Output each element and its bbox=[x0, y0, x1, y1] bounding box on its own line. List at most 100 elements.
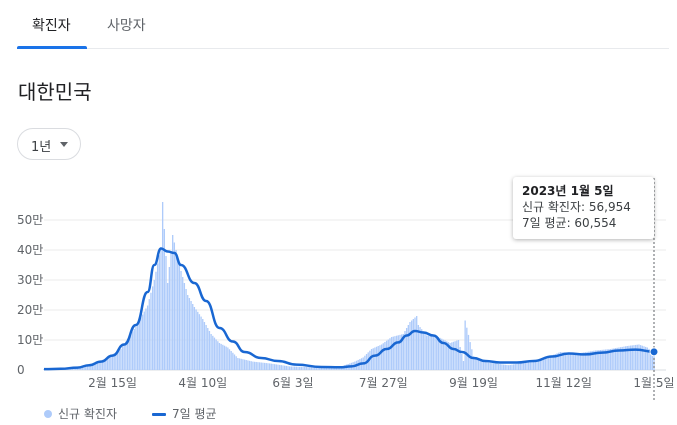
tooltip-date: 2023년 1월 5일 bbox=[522, 184, 614, 198]
cases-bar bbox=[121, 346, 124, 370]
cases-bar bbox=[91, 363, 94, 370]
cases-bar bbox=[153, 280, 155, 370]
cases-bar bbox=[235, 356, 237, 370]
cases-bar bbox=[222, 344, 224, 370]
cases-bar bbox=[531, 361, 533, 370]
cases-bar bbox=[599, 350, 602, 370]
cases-bar bbox=[613, 348, 615, 370]
cases-bar bbox=[148, 299, 150, 371]
legend-average-label: 7일 평균 bbox=[172, 407, 217, 421]
cases-bar bbox=[322, 367, 324, 370]
cases-bar bbox=[429, 335, 431, 370]
legend-new-cases-label: 신규 확진자 bbox=[58, 407, 118, 421]
tab-confirmed[interactable]: 확진자 bbox=[32, 18, 71, 34]
cases-bar bbox=[377, 346, 379, 370]
cases-bar bbox=[108, 356, 110, 370]
cases-bar bbox=[243, 359, 246, 370]
cases-bar bbox=[240, 358, 242, 370]
cases-bar bbox=[411, 320, 413, 370]
cases-bar bbox=[215, 339, 217, 370]
cases-bar bbox=[182, 277, 184, 370]
cases-bar bbox=[559, 352, 562, 370]
cases-bar bbox=[140, 317, 142, 370]
cases-bar bbox=[569, 352, 572, 370]
cases-bar bbox=[588, 351, 590, 370]
seven-day-average-line bbox=[43, 247, 655, 371]
cases-bar bbox=[165, 256, 167, 370]
cases-bar bbox=[549, 356, 552, 370]
cases-bar bbox=[294, 366, 296, 370]
cases-bar bbox=[449, 343, 451, 370]
cases-bar bbox=[496, 363, 498, 370]
cases-bar bbox=[160, 247, 162, 370]
cases-bar bbox=[614, 348, 617, 370]
x-tick-label: 9월 19일 bbox=[449, 376, 498, 390]
cases-bar bbox=[278, 364, 281, 370]
cases-bar bbox=[374, 347, 376, 370]
cases-bar bbox=[90, 364, 92, 370]
cases-bar bbox=[442, 339, 445, 370]
cases-bar bbox=[218, 343, 221, 370]
cases-bar bbox=[554, 354, 557, 370]
cases-bar bbox=[608, 349, 610, 370]
x-tick-label: 7월 27일 bbox=[359, 376, 408, 390]
cases-bar bbox=[578, 353, 580, 370]
cases-bar bbox=[649, 350, 652, 370]
cases-bar bbox=[192, 304, 194, 370]
cases-bar bbox=[472, 356, 475, 370]
cases-bar bbox=[110, 355, 112, 370]
cases-bar bbox=[263, 362, 266, 370]
cases-bar bbox=[280, 365, 282, 370]
cases-bar bbox=[146, 305, 149, 370]
cases-bar bbox=[262, 362, 264, 370]
cases-bar bbox=[394, 336, 396, 370]
cases-bar bbox=[88, 364, 90, 370]
cases-bar bbox=[581, 352, 583, 370]
tab-deaths[interactable]: 사망자 bbox=[107, 18, 146, 34]
cases-bar bbox=[267, 363, 269, 370]
cases-bar bbox=[384, 342, 386, 370]
x-tick-label: 2월 15일 bbox=[88, 376, 137, 390]
cases-bar bbox=[395, 335, 398, 370]
cases-bar bbox=[217, 341, 219, 370]
legend-bar-swatch-icon bbox=[44, 410, 52, 418]
cases-bar bbox=[651, 351, 653, 370]
cases-bar bbox=[324, 367, 326, 370]
period-dropdown[interactable]: 1년 bbox=[17, 128, 81, 160]
cases-bar bbox=[653, 352, 655, 370]
cases-bar bbox=[456, 340, 458, 370]
cases-bar bbox=[85, 365, 87, 370]
cases-bar bbox=[474, 357, 476, 370]
cases-bar bbox=[452, 341, 455, 370]
x-axis-labels: 2월 15일 4월 10일 6월 3일 7월 27일 9월 19일 11월 12일 1월 5… bbox=[88, 376, 674, 390]
cases-bar bbox=[297, 366, 299, 370]
cases-bar bbox=[135, 326, 137, 370]
cases-bar bbox=[228, 349, 231, 370]
cases-chart[interactable]: 0 10만 20만 30만 40만 50만 2월 15일 4월 10일 6월 3일 7월 27일… bbox=[0, 170, 677, 405]
cases-bar bbox=[150, 292, 152, 370]
cases-bar bbox=[86, 364, 89, 370]
cases-bar bbox=[462, 361, 465, 370]
y-tick-label: 30만 bbox=[17, 273, 43, 287]
cases-bar bbox=[521, 363, 523, 370]
cases-bar bbox=[95, 362, 97, 370]
cases-bar bbox=[100, 360, 102, 370]
cases-bar bbox=[327, 367, 329, 370]
cases-bar bbox=[416, 316, 418, 370]
cases-bar bbox=[412, 319, 415, 370]
cases-bar bbox=[272, 363, 274, 370]
cases-bar bbox=[200, 316, 202, 370]
period-dropdown-label: 1년 bbox=[31, 140, 52, 155]
cases-bar bbox=[370, 349, 373, 370]
tab-bar: 확진자 사망자 bbox=[0, 0, 677, 50]
cases-bar bbox=[434, 336, 436, 370]
cases-bar bbox=[253, 361, 256, 370]
cases-bar bbox=[432, 336, 435, 370]
cases-bar bbox=[447, 342, 450, 370]
cases-bar bbox=[120, 349, 122, 370]
cases-bar bbox=[245, 360, 247, 370]
cases-bar bbox=[163, 229, 165, 370]
cases-bar bbox=[451, 342, 453, 370]
cases-bar bbox=[128, 336, 130, 370]
cases-bar bbox=[643, 346, 645, 370]
